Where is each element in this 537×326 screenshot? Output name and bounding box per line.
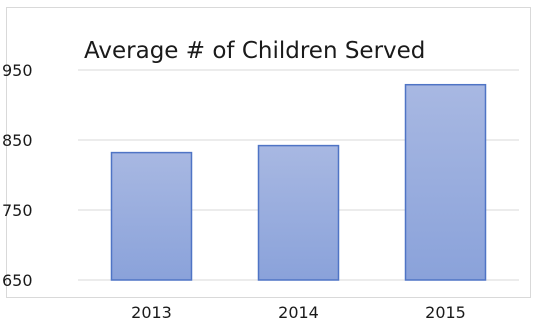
y-tick-label: 850 [2,131,33,150]
y-tick-label: 750 [2,201,33,220]
x-tick-label: 2014 [278,303,319,322]
y-axis-ticks: 650 750 850 950 [2,61,33,290]
chart-title: Average # of Children Served [84,38,425,64]
bar-2015 [404,83,487,281]
x-tick-label: 2013 [131,303,172,322]
x-axis-ticks: 2013 2014 2015 [131,303,466,322]
bars [110,83,487,281]
x-tick-label: 2015 [425,303,466,322]
y-tick-label: 950 [2,61,33,80]
bar-2014 [257,144,340,281]
y-tick-label: 650 [2,271,33,290]
bar-2013 [110,151,193,281]
